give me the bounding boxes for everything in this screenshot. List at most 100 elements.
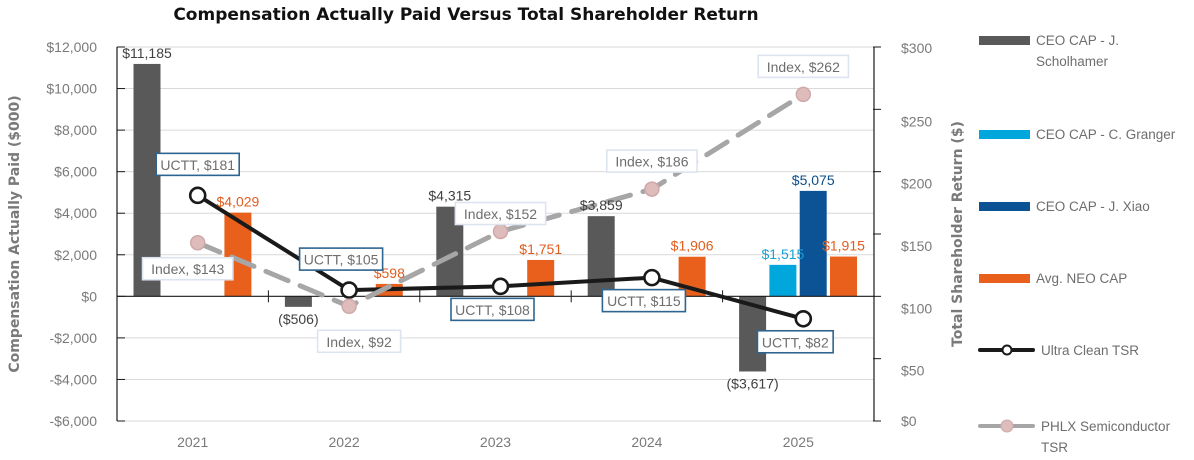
bar — [284, 296, 312, 307]
left-tick-label: $10,000 — [46, 81, 97, 97]
index-data-label: Index, $262 — [767, 59, 840, 75]
uctt-data-label: UCTT, $108 — [455, 302, 530, 318]
bar-data-label: $4,315 — [428, 188, 471, 204]
bar — [799, 190, 827, 297]
index-data-label: Index, $92 — [326, 334, 392, 350]
chart-title: Compensation Actually Paid Versus Total … — [173, 5, 758, 25]
line-series — [188, 86, 813, 328]
index-data-label: Index, $143 — [151, 261, 224, 277]
x-tick-label: 2025 — [783, 434, 814, 450]
legend-label: Scholhamer — [1036, 54, 1109, 69]
index-data-label: Index, $152 — [464, 206, 537, 222]
bar — [527, 259, 555, 297]
index-data-label: Index, $186 — [615, 154, 688, 170]
legend-swatch — [979, 130, 1030, 139]
left-tick-label: $4,000 — [54, 205, 97, 221]
legend-label: CEO CAP - J. — [1036, 33, 1119, 48]
uctt-data-label: UCTT, $181 — [160, 157, 235, 173]
left-tick-label: -$6,000 — [50, 413, 98, 429]
bar-data-label: ($3,617) — [727, 375, 779, 391]
left-tick-label: $2,000 — [54, 247, 97, 263]
bar-data-label: $1,915 — [822, 238, 865, 254]
uctt-label-box — [601, 288, 687, 313]
bar — [830, 256, 857, 297]
right-axis-title: Total Shareholder Return ($) — [950, 121, 966, 347]
left-tick-label: $6,000 — [54, 164, 97, 180]
legend-swatch — [979, 274, 1030, 283]
right-tick-label: $250 — [901, 113, 932, 129]
left-axis-ticks: $12,000 $10,000 $8,000 $6,000 $4,000 $2,000 $0… — [46, 39, 97, 429]
legend-label: PHLX Semiconductor — [1041, 419, 1171, 434]
legend-label: CEO CAP - C. Granger — [1036, 127, 1176, 142]
legend-item: Avg. NEO CAP — [979, 271, 1127, 286]
legend-marker-icon — [1001, 344, 1013, 356]
uctt-data-label: UCTT, $82 — [762, 334, 829, 350]
legend-item: PHLX Semiconductor TSR — [978, 419, 1171, 455]
left-tick-label: $8,000 — [54, 122, 97, 138]
left-tick-label: $12,000 — [46, 39, 97, 55]
left-tick-label: $0 — [81, 288, 97, 304]
legend-item: CEO CAP - J. Scholhamer — [979, 33, 1119, 69]
left-axis-title: Compensation Actually Paid ($000) — [7, 95, 23, 372]
bar — [587, 216, 615, 297]
index-label-box — [757, 54, 850, 79]
right-tick-label: $150 — [901, 238, 932, 254]
bar-data-label: $11,185 — [122, 45, 172, 61]
phlx-tsr-line — [195, 91, 806, 309]
uctt-marker — [794, 309, 813, 328]
uctt-label-box — [298, 247, 384, 271]
axes — [116, 46, 881, 422]
legend: CEO CAP - J. Scholhamer CEO CAP - C. Grang… — [978, 33, 1176, 455]
right-tick-label: $300 — [901, 40, 932, 56]
bar-data-label: ($506) — [278, 311, 318, 327]
bar-data-label: $5,075 — [792, 172, 835, 188]
right-axis-ticks: $300 $250 $200 $150 $100 $50 $0 — [901, 40, 932, 429]
index-marker — [341, 298, 357, 315]
bar-data-label: $1,906 — [671, 238, 714, 254]
index-label-box — [605, 149, 698, 173]
x-tick-label: 2021 — [177, 434, 208, 450]
bar-data-label: $1,515 — [761, 246, 804, 262]
index-label-box — [454, 201, 547, 226]
data-labels: $11,185 ($506) $4,315 $3,859 ($3,617) $1,515 $… — [122, 45, 865, 392]
uctt-label-box — [155, 152, 240, 177]
uctt-marker — [643, 268, 661, 287]
index-marker — [189, 234, 206, 251]
legend-item: CEO CAP - C. Granger — [979, 127, 1176, 142]
right-tick-label: $0 — [901, 413, 917, 429]
index-label-box — [141, 256, 234, 281]
uctt-label-box — [450, 297, 535, 322]
legend-label: CEO CAP - J. Xiao — [1036, 199, 1150, 214]
index-marker — [492, 223, 509, 240]
legend-label: Ultra Clean TSR — [1041, 343, 1139, 358]
uctt-data-label: UCTT, $115 — [607, 293, 681, 309]
legend-label: Avg. NEO CAP — [1036, 271, 1127, 286]
right-tick-label: $100 — [901, 300, 932, 316]
legend-label: TSR — [1041, 440, 1068, 455]
bar-data-label: $1,751 — [519, 241, 562, 257]
legend-swatch — [979, 36, 1030, 45]
x-axis-ticks: 2021 2022 2023 2024 2025 — [177, 434, 814, 450]
uctt-data-label: UCTT, $105 — [304, 252, 379, 268]
index-label-box — [316, 329, 402, 354]
legend-marker-icon — [1000, 419, 1014, 433]
uctt-marker — [340, 281, 358, 299]
x-tick-label: 2023 — [480, 434, 511, 450]
legend-swatch — [979, 202, 1030, 211]
left-tick-label: -$2,000 — [50, 330, 98, 346]
x-tick-label: 2022 — [329, 434, 360, 450]
legend-item: Ultra Clean TSR — [978, 343, 1139, 358]
x-tick-label: 2024 — [631, 434, 662, 450]
uctt-marker — [188, 186, 207, 205]
index-marker — [644, 181, 660, 197]
bar-data-label: $3,859 — [580, 197, 623, 213]
uctt-marker — [491, 277, 510, 296]
right-tick-label: $50 — [901, 363, 925, 379]
left-tick-label: -$4,000 — [50, 371, 98, 387]
uctt-label-box — [756, 329, 834, 354]
legend-item: CEO CAP - J. Xiao — [979, 199, 1150, 214]
bar-data-label: $4,029 — [216, 194, 259, 210]
index-marker — [795, 86, 812, 103]
bar — [769, 264, 797, 297]
